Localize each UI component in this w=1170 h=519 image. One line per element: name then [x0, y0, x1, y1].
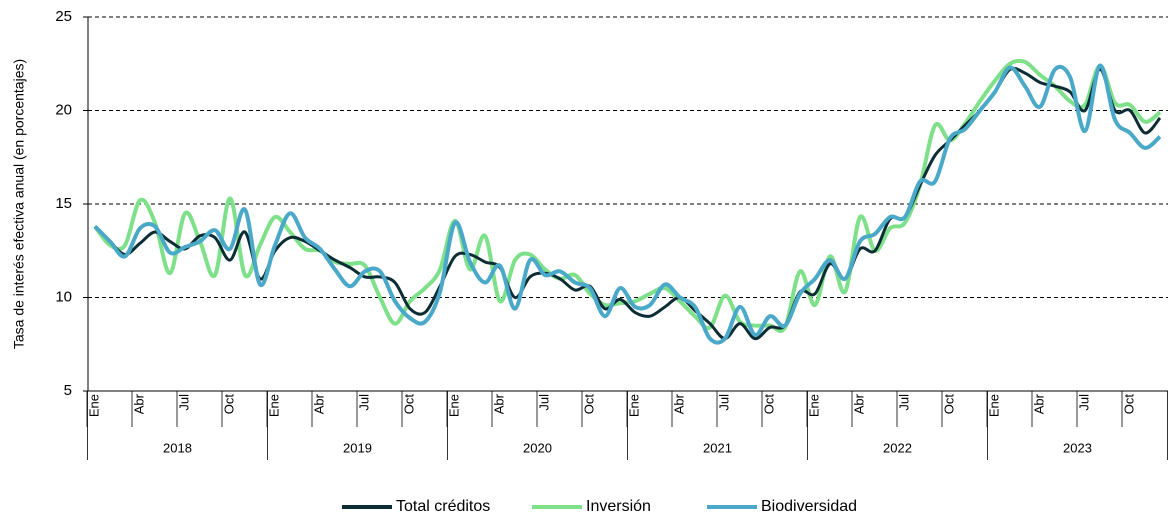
x-tick-label: Ene — [626, 394, 641, 417]
y-tick-label: 20 — [55, 101, 72, 118]
y-tick-label: 5 — [64, 382, 72, 399]
y-tick-label: 25 — [55, 8, 72, 25]
x-tick-label: Abr — [311, 393, 326, 414]
series-line — [93, 63, 1162, 345]
x-tick-label: Jul — [176, 394, 191, 411]
x-tick-label: Ene — [806, 394, 821, 417]
legend-label: Total créditos — [396, 498, 490, 515]
legend-label: Biodiversidad — [761, 498, 857, 515]
x-tick-label: Jul — [1076, 394, 1091, 411]
x-tick-label: Abr — [491, 393, 506, 414]
x-tick-label: Oct — [221, 394, 236, 415]
year-label: 2018 — [163, 440, 192, 455]
x-tick-label: Ene — [446, 394, 461, 417]
x-tick-label: Jul — [896, 394, 911, 411]
x-tick-label: Abr — [851, 393, 866, 414]
x-tick-label: Abr — [131, 393, 146, 414]
y-tick-label: 10 — [55, 288, 72, 305]
year-label: 2023 — [1063, 440, 1092, 455]
y-axis-label: Tasa de interés efectiva anual (en porce… — [11, 59, 27, 349]
x-tick-label: Oct — [941, 394, 956, 415]
x-tick-label: Abr — [1031, 393, 1046, 414]
legend-label: Inversión — [586, 498, 651, 515]
y-tick-label: 15 — [55, 195, 72, 212]
x-tick-label: Ene — [86, 394, 101, 417]
x-tick-label: Oct — [1121, 394, 1136, 415]
year-label: 2021 — [703, 440, 732, 455]
series-line — [93, 58, 1162, 333]
x-tick-label: Jul — [536, 394, 551, 411]
x-tick-label: Oct — [401, 394, 416, 415]
x-tick-label: Jul — [356, 394, 371, 411]
year-label: 2020 — [523, 440, 552, 455]
year-label: 2022 — [883, 440, 912, 455]
x-tick-label: Oct — [761, 394, 776, 415]
x-tick-label: Ene — [266, 394, 281, 417]
year-label: 2019 — [343, 440, 372, 455]
x-tick-label: Ene — [986, 394, 1001, 417]
x-tick-label: Abr — [671, 393, 686, 414]
x-tick-label: Oct — [581, 394, 596, 415]
x-tick-label: Jul — [716, 394, 731, 411]
